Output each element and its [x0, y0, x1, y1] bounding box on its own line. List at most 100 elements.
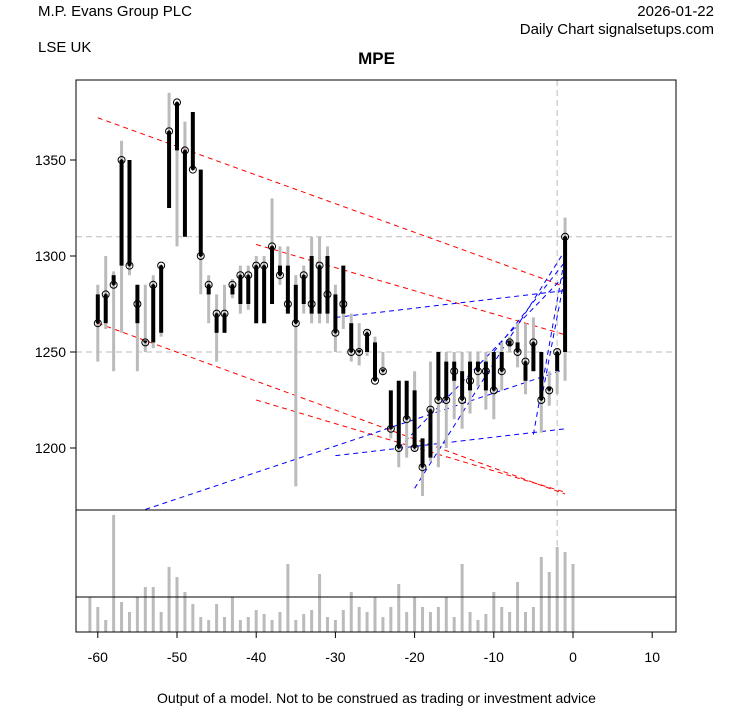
close-marker [489, 386, 498, 395]
disclaimer: Output of a model. Not to be construed a… [157, 690, 596, 706]
close-marker [481, 367, 490, 376]
close-marker [125, 261, 134, 270]
close-dot [405, 418, 408, 421]
close-marker [268, 242, 277, 251]
x-tick-label: -60 [88, 649, 108, 665]
close-marker [450, 367, 459, 376]
x-tick-label: 0 [569, 649, 577, 665]
close-marker [410, 444, 419, 452]
close-dot [183, 149, 186, 152]
close-dot [429, 408, 432, 411]
close-dot [508, 341, 511, 344]
close-marker [513, 348, 522, 356]
close-marker [165, 127, 174, 136]
close-dot [484, 370, 487, 373]
close-marker [473, 367, 482, 376]
close-marker [180, 146, 189, 155]
close-marker [236, 271, 245, 280]
close-marker [323, 290, 332, 299]
close-marker [355, 348, 364, 356]
close-dot [548, 389, 551, 392]
close-marker [252, 261, 261, 270]
close-dot [255, 264, 258, 267]
close-marker [307, 300, 316, 308]
trend-line [97, 322, 566, 495]
trend-line [398, 274, 566, 449]
trend-line [335, 428, 566, 457]
close-marker [101, 290, 110, 299]
close-dot [476, 370, 479, 373]
close-dot [397, 447, 400, 449]
close-marker [196, 252, 205, 260]
x-tick-label: -30 [325, 649, 345, 665]
close-dot [374, 379, 376, 382]
close-marker [117, 156, 126, 164]
y-tick-label: 1250 [35, 344, 66, 360]
close-dot [278, 274, 281, 277]
close-dot [302, 274, 305, 277]
close-marker [299, 271, 308, 280]
close-marker [378, 367, 387, 376]
close-marker [173, 98, 181, 107]
close-dot [492, 389, 495, 392]
trend-line [335, 290, 566, 318]
close-marker [402, 415, 411, 424]
close-dot [366, 331, 369, 334]
close-marker [220, 309, 229, 318]
close-dot [445, 399, 448, 401]
close-dot [350, 351, 353, 353]
chart-date: 2026-01-22 [637, 3, 714, 20]
trend-line [540, 275, 566, 401]
close-dot [112, 283, 115, 286]
close-dot [413, 447, 416, 449]
close-dot [160, 264, 163, 267]
close-dot [168, 130, 171, 133]
chart-title: MPE [358, 49, 395, 68]
close-dot [318, 264, 321, 267]
x-tick-label: 10 [644, 649, 660, 665]
close-dot [532, 341, 535, 344]
close-marker [426, 405, 435, 414]
close-dot [453, 370, 456, 373]
close-marker [545, 386, 554, 395]
x-tick-label: -40 [246, 649, 266, 665]
close-marker [371, 376, 379, 385]
x-tick-label: -50 [167, 649, 187, 665]
close-dot [104, 293, 107, 296]
close-marker [363, 328, 372, 337]
close-marker [188, 165, 197, 174]
close-dot [310, 303, 313, 305]
close-marker [204, 280, 213, 289]
x-tick-label: -10 [484, 649, 504, 665]
close-marker [212, 309, 221, 318]
close-marker [260, 261, 269, 270]
trend-line [256, 399, 566, 493]
trend-line [493, 261, 566, 353]
close-dot [199, 255, 202, 257]
close-marker [228, 280, 237, 289]
trend-line [145, 368, 566, 510]
close-dot [96, 322, 99, 325]
close-marker [133, 300, 142, 308]
close-marker [505, 338, 514, 347]
close-dot [516, 351, 519, 353]
close-dot [381, 370, 384, 373]
close-marker [466, 376, 475, 385]
close-dot [231, 283, 234, 286]
close-dot [286, 303, 289, 305]
y-tick-label: 1300 [35, 248, 66, 264]
close-dot [152, 283, 155, 286]
close-dot [342, 303, 345, 305]
close-marker [529, 338, 538, 347]
close-dot [144, 341, 147, 344]
close-dot [389, 427, 392, 430]
close-marker [291, 319, 300, 328]
close-marker [394, 444, 403, 452]
close-dot [191, 168, 194, 171]
close-dot [540, 399, 543, 401]
company-name: M.P. Evans Group PLC [38, 3, 192, 20]
close-dot [294, 322, 297, 325]
close-marker [418, 463, 427, 472]
